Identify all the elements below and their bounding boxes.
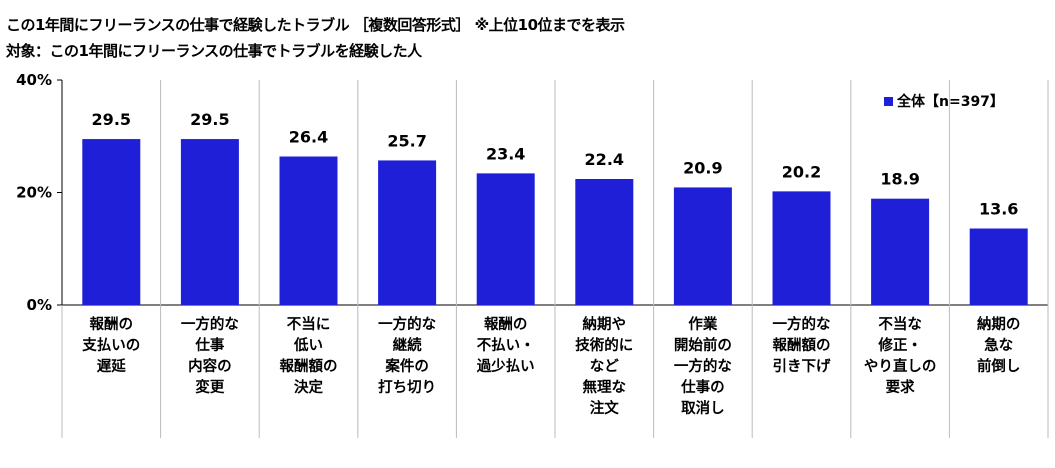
category-label: 納期の急な前倒し (977, 315, 1021, 375)
bar (180, 139, 239, 305)
category-label: 報酬の支払いの遅延 (82, 315, 140, 375)
data-label: 20.2 (782, 162, 821, 181)
data-label: 25.7 (387, 131, 426, 150)
bar (575, 179, 634, 305)
category-label: 一方的な継続案件の打ち切り (378, 315, 436, 396)
bar (772, 191, 831, 305)
bar (476, 173, 535, 305)
bar (871, 198, 930, 305)
data-label: 20.9 (683, 158, 722, 177)
data-label: 26.4 (289, 128, 328, 147)
legend-label: 全体【n=397】 (896, 93, 1004, 110)
bar (378, 160, 437, 305)
y-tick-label: 20% (16, 184, 52, 202)
data-label: 29.5 (92, 110, 131, 129)
y-tick-label: 0% (27, 296, 52, 314)
bar (82, 139, 141, 305)
y-tick-label: 40% (16, 71, 52, 89)
category-label: 不当に低い報酬額の決定 (280, 315, 338, 396)
category-label: 不当な修正・やり直しの要求 (864, 315, 937, 396)
category-label: 報酬の不払い・過少払い (476, 315, 535, 375)
data-label: 18.9 (880, 170, 919, 189)
legend-swatch (884, 97, 893, 106)
category-label: 納期や技術的になど無理な注文 (575, 315, 633, 417)
category-label: 作業開始前の一方的な仕事の取消し (674, 315, 732, 417)
data-label: 23.4 (486, 144, 525, 163)
category-label: 一方的な報酬額の引き下げ (773, 315, 831, 375)
category-label: 一方的な仕事内容の変更 (181, 315, 239, 396)
chart-subtitle: 対象：この1年間にフリーランスの仕事でトラブルを経験した人 (6, 42, 422, 60)
bar (673, 187, 732, 305)
data-label: 29.5 (190, 110, 229, 129)
data-label: 22.4 (585, 150, 624, 169)
bar (279, 156, 338, 305)
bar (969, 228, 1028, 305)
data-label: 13.6 (979, 200, 1018, 219)
chart-title: この1年間にフリーランスの仕事で経験したトラブル ［複数回答形式］ ※上位10位… (6, 16, 625, 34)
